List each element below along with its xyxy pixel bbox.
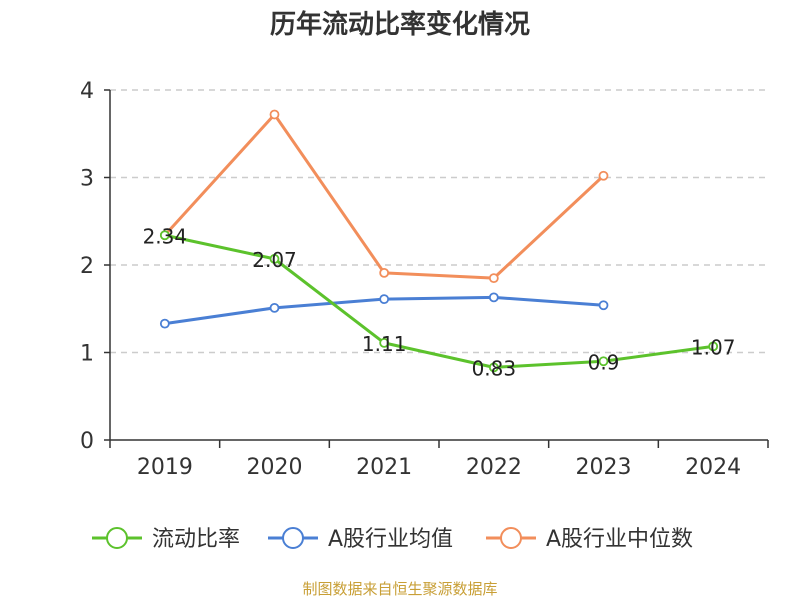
- y-tick-label: 4: [80, 79, 94, 104]
- legend-marker-1: [282, 527, 304, 549]
- data-point: [379, 267, 390, 278]
- data-point: [598, 300, 609, 311]
- y-tick-label: 2: [80, 254, 94, 279]
- legend: 流动比率 A股行业均值 A股行业中位数: [92, 527, 693, 552]
- data-point: [598, 170, 609, 181]
- x-tick-label: 2023: [576, 455, 632, 480]
- series-line-0: [164, 233, 714, 369]
- data-point: [708, 341, 719, 352]
- data-point: [159, 318, 170, 329]
- series-line-2: [163, 113, 605, 280]
- data-point: [269, 253, 280, 264]
- grid-lines: [110, 89, 768, 354]
- data-point: [269, 302, 280, 313]
- x-tick-label: 2022: [466, 455, 522, 480]
- series-lines: [159, 109, 719, 373]
- axes: 0 1 2 3 4 2019 2020 2021 2022 2023 2024: [80, 79, 769, 480]
- legend-label-1: A股行业均值: [328, 527, 453, 552]
- data-point: [159, 230, 170, 241]
- source-note: 制图数据来自恒生聚源数据库: [302, 580, 498, 598]
- data-label: 2.07: [252, 248, 297, 272]
- x-tick-label: 2020: [247, 455, 303, 480]
- chart-title: 历年流动比率变化情况: [269, 10, 530, 40]
- y-tick-label: 1: [80, 342, 94, 367]
- data-point: [379, 294, 390, 305]
- legend-marker-2: [500, 527, 522, 549]
- x-tick-label: 2021: [356, 455, 412, 480]
- data-label: 0.83: [472, 356, 517, 380]
- x-tick-label: 2024: [685, 455, 741, 480]
- data-point: [269, 109, 280, 120]
- data-point: [488, 273, 499, 284]
- data-point: [488, 362, 499, 373]
- data-labels: 2.34 2.07 1.11 0.83 0.9 1.07: [143, 224, 736, 380]
- data-label: 1.07: [691, 335, 736, 359]
- data-point: [379, 337, 390, 348]
- y-tick-label: 0: [80, 429, 94, 454]
- legend-marker-0: [106, 527, 128, 549]
- x-tick-label: 2019: [137, 455, 193, 480]
- data-label: 1.11: [362, 332, 407, 356]
- data-point: [598, 356, 609, 367]
- y-tick-label: 3: [80, 167, 94, 192]
- data-label: 2.34: [143, 224, 188, 248]
- legend-label-0: 流动比率: [152, 527, 240, 552]
- legend-label-2: A股行业中位数: [546, 527, 693, 552]
- data-point: [488, 292, 499, 303]
- data-label: 0.9: [588, 350, 620, 374]
